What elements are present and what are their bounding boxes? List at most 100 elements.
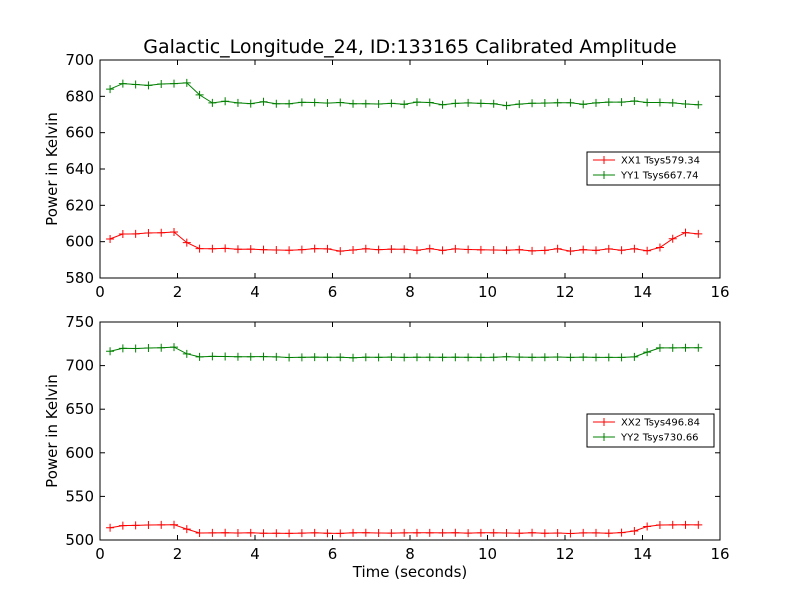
y-tick-label: 580 — [65, 269, 94, 287]
data-point — [157, 79, 166, 88]
data-point — [144, 228, 153, 237]
data-point — [221, 352, 230, 361]
data-point — [297, 529, 306, 538]
y-tick-label: 650 — [65, 400, 94, 418]
data-point — [425, 98, 434, 107]
x-tick-label: 12 — [555, 545, 574, 563]
data-point — [425, 244, 434, 253]
data-point — [643, 246, 652, 255]
data-point — [131, 80, 140, 89]
data-point — [464, 245, 473, 254]
data-point — [118, 521, 127, 530]
data-point — [412, 353, 421, 362]
data-point — [553, 98, 562, 107]
data-point — [476, 353, 485, 362]
y-tick-label: 700 — [65, 51, 94, 69]
data-point — [349, 99, 358, 108]
data-point — [694, 343, 703, 352]
data-point — [336, 353, 345, 362]
data-point — [438, 100, 447, 109]
data-point — [336, 529, 345, 538]
data-point — [579, 353, 588, 362]
data-point — [208, 352, 217, 361]
data-point — [221, 244, 230, 253]
data-point — [425, 353, 434, 362]
data-point — [528, 246, 537, 255]
data-point — [195, 352, 204, 361]
data-point — [272, 99, 281, 108]
data-point — [540, 246, 549, 255]
legend-entry: XX2 Tsys496.84 — [621, 418, 700, 429]
data-point — [374, 245, 383, 254]
data-point — [233, 245, 242, 254]
data-point — [310, 353, 319, 362]
data-point — [655, 98, 664, 107]
y-tick-label: 750 — [65, 313, 94, 331]
x-tick-label: 16 — [710, 283, 729, 301]
data-point — [336, 98, 345, 107]
data-point — [412, 528, 421, 537]
data-point — [170, 520, 179, 529]
y-tick-label: 680 — [65, 87, 94, 105]
data-point — [451, 353, 460, 362]
data-point — [195, 90, 204, 99]
chart-title: Galactic_Longitude_24, ID:133165 Calibra… — [143, 36, 676, 58]
x-tick-label: 6 — [328, 545, 338, 563]
data-point — [668, 343, 677, 352]
data-point — [170, 228, 179, 237]
data-point — [464, 529, 473, 538]
data-point — [668, 520, 677, 529]
x-tick-label: 10 — [478, 545, 497, 563]
legend-marker — [600, 418, 608, 426]
data-point — [118, 79, 127, 88]
data-point — [118, 230, 127, 239]
data-point — [208, 98, 217, 107]
data-point — [681, 228, 690, 237]
x-tick-label: 0 — [95, 283, 105, 301]
data-point — [400, 100, 409, 109]
data-point — [617, 98, 626, 107]
top-panel: 0 2 4 6 8 10 12 14 16 580 600 620 640 660 680 700 Power … — [43, 51, 730, 301]
data-point — [643, 348, 652, 357]
y-axis-label: Power in Kelvin — [43, 374, 61, 488]
data-point — [528, 99, 537, 108]
y-tick-label: 500 — [65, 531, 94, 549]
legend-box — [586, 413, 715, 448]
y-tick-label: 660 — [65, 124, 94, 142]
data-point — [694, 229, 703, 238]
data-point — [144, 343, 153, 352]
x-tick-label: 12 — [555, 283, 574, 301]
data-point — [361, 528, 370, 537]
data-point — [182, 349, 191, 358]
data-point — [694, 100, 703, 109]
data-point — [604, 244, 613, 253]
x-tick-label: 6 — [328, 283, 338, 301]
data-point — [502, 246, 511, 255]
data-point — [106, 85, 115, 94]
data-point — [553, 529, 562, 538]
data-point — [272, 246, 281, 255]
data-point — [412, 98, 421, 107]
data-point — [259, 245, 268, 254]
data-point — [323, 353, 332, 362]
x-tick-label: 4 — [250, 545, 260, 563]
data-point — [528, 528, 537, 537]
data-point — [528, 353, 537, 362]
data-point — [489, 99, 498, 108]
data-point — [297, 353, 306, 362]
data-point — [387, 99, 396, 108]
data-point — [592, 353, 600, 362]
data-point — [387, 353, 396, 362]
legend-marker — [600, 156, 608, 164]
x-tick-label: 8 — [405, 545, 415, 563]
data-point — [131, 521, 140, 530]
x-tick-label: 14 — [633, 283, 652, 301]
data-point — [655, 343, 664, 352]
data-point — [502, 352, 511, 361]
data-point — [323, 529, 332, 538]
data-point — [604, 353, 613, 362]
legend-entry: YY1 Tsys667.74 — [620, 171, 699, 182]
data-point — [476, 528, 485, 537]
